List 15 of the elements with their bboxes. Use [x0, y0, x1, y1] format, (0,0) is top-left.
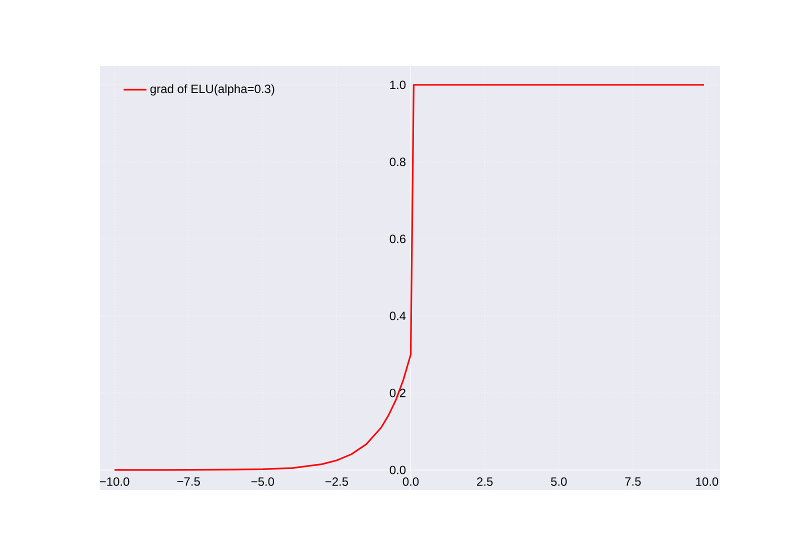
x-tick-label: 2.5 — [477, 477, 493, 486]
x-tick-label: −5.0 — [251, 477, 274, 486]
y-tick-label: 0.4 — [390, 312, 406, 320]
x-tick-label: 5.0 — [551, 477, 567, 486]
x-tick-label: −10.0 — [100, 477, 130, 486]
x-tick-label: −7.5 — [177, 477, 200, 486]
x-tick-label: 0.0 — [402, 477, 419, 486]
y-tick-label: 0.6 — [390, 234, 406, 244]
legend-label: grad of ELU(alpha=0.3) — [150, 84, 274, 96]
y-tick-label: 1.0 — [390, 80, 406, 90]
x-tick-label: −2.5 — [325, 477, 348, 486]
x-tick-label: 7.5 — [625, 477, 641, 486]
x-tick-label: 10.0 — [696, 477, 718, 486]
y-tick-label: 0.8 — [390, 158, 406, 166]
y-tick-label: 0.0 — [390, 466, 406, 474]
